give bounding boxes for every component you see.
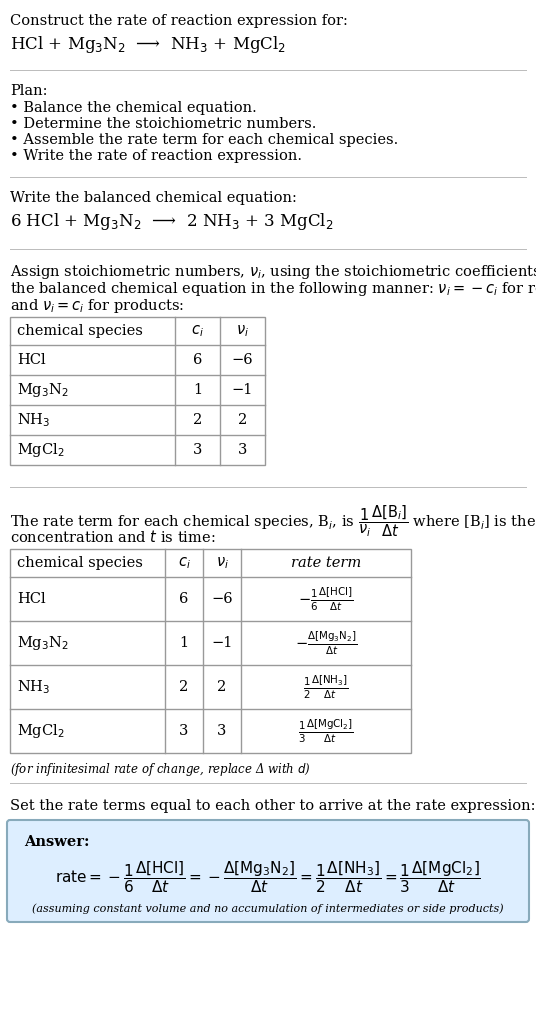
Text: Mg$_3$N$_2$: Mg$_3$N$_2$ bbox=[17, 634, 69, 652]
Text: 1: 1 bbox=[193, 383, 202, 397]
Text: • Balance the chemical equation.: • Balance the chemical equation. bbox=[10, 101, 257, 115]
Text: $\nu_i$: $\nu_i$ bbox=[215, 555, 228, 570]
Text: rate term: rate term bbox=[291, 556, 361, 570]
Text: (for infinitesimal rate of change, replace Δ with $d$): (for infinitesimal rate of change, repla… bbox=[10, 761, 311, 778]
Text: Write the balanced chemical equation:: Write the balanced chemical equation: bbox=[10, 191, 297, 205]
Text: 3: 3 bbox=[238, 443, 247, 457]
Text: $\frac{1}{3}\frac{\Delta[\mathrm{MgCl_2}]}{\Delta t}$: $\frac{1}{3}\frac{\Delta[\mathrm{MgCl_2}… bbox=[298, 717, 354, 744]
Text: chemical species: chemical species bbox=[17, 556, 143, 570]
Text: $c_i$: $c_i$ bbox=[191, 324, 204, 339]
Text: 2: 2 bbox=[193, 413, 202, 427]
Text: $\mathrm{rate} = -\dfrac{1}{6}\dfrac{\Delta[\mathrm{HCl}]}{\Delta t} = -\dfrac{\: $\mathrm{rate} = -\dfrac{1}{6}\dfrac{\De… bbox=[55, 859, 481, 895]
Bar bbox=[10, 317, 265, 465]
Text: 3: 3 bbox=[193, 443, 202, 457]
Text: The rate term for each chemical species, B$_i$, is $\dfrac{1}{\nu_i}\dfrac{\Delt: The rate term for each chemical species,… bbox=[10, 503, 536, 539]
Text: $\frac{1}{2}\frac{\Delta[\mathrm{NH_3}]}{\Delta t}$: $\frac{1}{2}\frac{\Delta[\mathrm{NH_3}]}… bbox=[303, 673, 349, 700]
Text: −1: −1 bbox=[211, 636, 233, 650]
Text: 1: 1 bbox=[180, 636, 189, 650]
Text: 2: 2 bbox=[180, 680, 189, 694]
Text: • Write the rate of reaction expression.: • Write the rate of reaction expression. bbox=[10, 150, 302, 163]
Text: • Determine the stoichiometric numbers.: • Determine the stoichiometric numbers. bbox=[10, 117, 316, 131]
Text: Plan:: Plan: bbox=[10, 84, 48, 98]
Text: $c_i$: $c_i$ bbox=[177, 555, 190, 570]
Text: $-\frac{1}{6}\frac{\Delta[\mathrm{HCl}]}{\Delta t}$: $-\frac{1}{6}\frac{\Delta[\mathrm{HCl}]}… bbox=[299, 586, 354, 612]
Text: 6 HCl + Mg$_3$N$_2$  ⟶  2 NH$_3$ + 3 MgCl$_2$: 6 HCl + Mg$_3$N$_2$ ⟶ 2 NH$_3$ + 3 MgCl$… bbox=[10, 211, 334, 232]
Text: MgCl$_2$: MgCl$_2$ bbox=[17, 441, 65, 459]
Text: NH$_3$: NH$_3$ bbox=[17, 678, 50, 696]
Text: Mg$_3$N$_2$: Mg$_3$N$_2$ bbox=[17, 381, 69, 399]
Text: Construct the rate of reaction expression for:: Construct the rate of reaction expressio… bbox=[10, 14, 348, 28]
Text: • Assemble the rate term for each chemical species.: • Assemble the rate term for each chemic… bbox=[10, 133, 398, 147]
Text: −1: −1 bbox=[232, 383, 253, 397]
Text: and $\nu_i = c_i$ for products:: and $\nu_i = c_i$ for products: bbox=[10, 297, 184, 315]
Text: 2: 2 bbox=[238, 413, 247, 427]
Text: (assuming constant volume and no accumulation of intermediates or side products): (assuming constant volume and no accumul… bbox=[32, 904, 504, 914]
FancyBboxPatch shape bbox=[7, 820, 529, 922]
Text: −6: −6 bbox=[211, 592, 233, 606]
Text: 6: 6 bbox=[180, 592, 189, 606]
Text: $-\frac{\Delta[\mathrm{Mg_3N_2}]}{\Delta t}$: $-\frac{\Delta[\mathrm{Mg_3N_2}]}{\Delta… bbox=[295, 630, 357, 656]
Text: NH$_3$: NH$_3$ bbox=[17, 412, 50, 429]
Text: 3: 3 bbox=[217, 724, 227, 738]
Text: $\nu_i$: $\nu_i$ bbox=[236, 324, 249, 339]
Text: HCl + Mg$_3$N$_2$  ⟶  NH$_3$ + MgCl$_2$: HCl + Mg$_3$N$_2$ ⟶ NH$_3$ + MgCl$_2$ bbox=[10, 34, 286, 55]
Text: chemical species: chemical species bbox=[17, 324, 143, 338]
Text: −6: −6 bbox=[232, 353, 254, 367]
Text: HCl: HCl bbox=[17, 353, 46, 367]
Text: 3: 3 bbox=[180, 724, 189, 738]
Text: MgCl$_2$: MgCl$_2$ bbox=[17, 722, 65, 740]
Text: HCl: HCl bbox=[17, 592, 46, 606]
Bar bbox=[10, 549, 411, 753]
Text: 6: 6 bbox=[193, 353, 202, 367]
Text: Answer:: Answer: bbox=[24, 835, 90, 849]
Text: concentration and $t$ is time:: concentration and $t$ is time: bbox=[10, 529, 215, 545]
Text: 2: 2 bbox=[218, 680, 227, 694]
Text: Set the rate terms equal to each other to arrive at the rate expression:: Set the rate terms equal to each other t… bbox=[10, 799, 535, 813]
Text: the balanced chemical equation in the following manner: $\nu_i = -c_i$ for react: the balanced chemical equation in the fo… bbox=[10, 280, 536, 298]
Text: Assign stoichiometric numbers, $\nu_i$, using the stoichiometric coefficients, $: Assign stoichiometric numbers, $\nu_i$, … bbox=[10, 263, 536, 281]
